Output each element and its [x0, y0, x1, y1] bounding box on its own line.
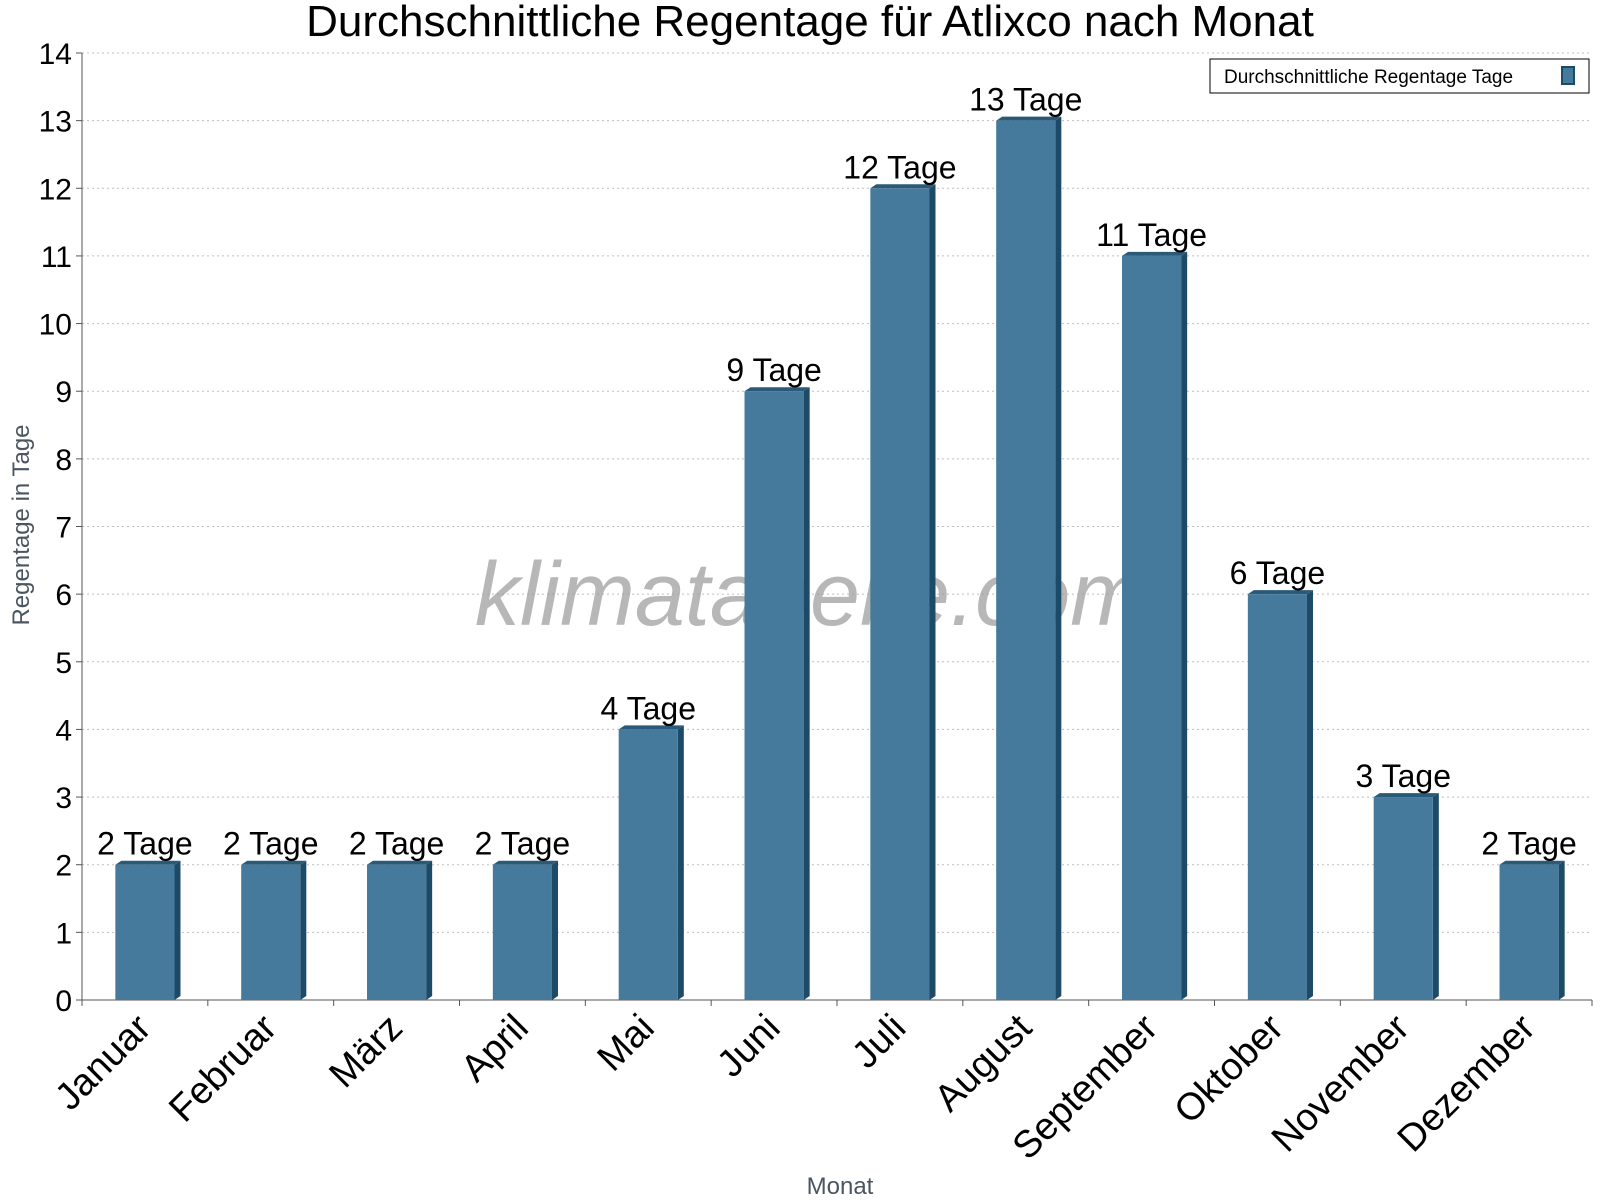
bar-top — [1247, 590, 1313, 595]
bar-side — [551, 860, 558, 1000]
y-tick-label: 11 — [41, 241, 72, 274]
bar-august — [996, 116, 1062, 1000]
bar-front — [115, 864, 175, 1000]
x-tick-label: Juni — [709, 1007, 788, 1086]
bar-juli — [870, 184, 936, 1001]
bar-front — [241, 864, 301, 1000]
y-tick-label: 9 — [55, 376, 72, 409]
bar-top — [241, 860, 307, 865]
data-label: 3 Tage — [1356, 758, 1452, 794]
data-label: 4 Tage — [601, 690, 697, 726]
bar-side — [426, 860, 433, 1000]
bar-top — [870, 184, 936, 189]
bar-top — [618, 725, 684, 730]
bar-märz — [367, 860, 433, 1000]
data-label: 6 Tage — [1230, 555, 1326, 591]
y-axis-title: Regentage in Tage — [8, 424, 35, 625]
bar-top — [115, 860, 181, 865]
y-tick-label: 2 — [55, 850, 72, 883]
x-tick-label: Mai — [590, 1007, 663, 1080]
data-label: 13 Tage — [969, 82, 1082, 118]
bar-front — [367, 864, 427, 1000]
bar-front — [1247, 594, 1307, 1000]
y-tick-label: 10 — [39, 309, 72, 342]
bar-front — [492, 864, 552, 1000]
y-tick-label: 6 — [55, 579, 72, 612]
x-tick-label: März — [322, 1007, 411, 1096]
data-label: 9 Tage — [726, 352, 822, 388]
bar-november — [1373, 793, 1439, 1000]
bar-side — [803, 387, 810, 1000]
data-label: 2 Tage — [223, 826, 319, 862]
bar-top — [367, 860, 433, 865]
bar-front — [1373, 797, 1433, 1000]
grid-lines — [82, 52, 1592, 933]
bar-mai — [618, 725, 684, 1000]
bar-front — [870, 188, 930, 1001]
bar-oktober — [1247, 590, 1313, 1000]
bars — [115, 116, 1565, 1001]
bar-april — [492, 860, 558, 1000]
x-tick-label: November — [1264, 1006, 1418, 1160]
y-tick-label: 5 — [55, 647, 72, 680]
bar-side — [929, 184, 936, 1001]
x-axis-title: Monat — [807, 1173, 874, 1200]
y-tick-label: 13 — [39, 106, 72, 139]
x-tick-label: April — [453, 1007, 536, 1090]
bar-top — [996, 116, 1062, 121]
bar-januar — [115, 860, 181, 1000]
bar-side — [1432, 793, 1439, 1000]
bar-side — [300, 860, 307, 1000]
bar-top — [1373, 793, 1439, 798]
legend: Durchschnittliche Regentage Tage — [1209, 58, 1590, 94]
bar-side — [1181, 251, 1188, 1000]
x-tick-label: Februar — [161, 1006, 285, 1130]
data-label: 12 Tage — [843, 149, 956, 185]
bar-top — [1122, 251, 1188, 256]
bar-top — [492, 860, 558, 865]
bar-side — [1558, 860, 1565, 1000]
y-tick-label: 14 — [39, 38, 72, 71]
y-tick-label: 7 — [55, 512, 72, 545]
data-labels: 2 Tage 2 Tage 2 Tage 2 Tage 4 Tage 9 Tage 12 T… — [97, 82, 1577, 862]
bar-top — [744, 387, 810, 392]
bar-front — [996, 120, 1056, 1000]
bar-side — [1055, 116, 1062, 1000]
legend-box — [1209, 58, 1590, 94]
bar-front — [1499, 864, 1559, 1000]
data-label: 11 Tage — [1096, 217, 1207, 253]
data-label: 2 Tage — [349, 826, 445, 862]
y-tick-label: 1 — [55, 917, 72, 950]
x-axis-ticks: Januar Februar März April Mai Juni Juli AugustS… — [47, 1000, 1593, 1168]
bar-front — [618, 729, 678, 1000]
y-tick-label: 8 — [55, 444, 72, 477]
bar-side — [677, 725, 684, 1000]
bar-september — [1122, 251, 1188, 1000]
data-label: 2 Tage — [1481, 826, 1577, 862]
bar-februar — [241, 860, 307, 1000]
y-tick-label: 4 — [55, 714, 72, 747]
bar-juni — [744, 387, 810, 1000]
y-tick-label: 3 — [55, 782, 72, 815]
data-label: 2 Tage — [97, 826, 193, 862]
y-tick-label: 12 — [39, 173, 72, 206]
x-tick-label: Oktober — [1167, 1006, 1293, 1132]
bar-side — [174, 860, 181, 1000]
x-tick-label: Juli — [844, 1007, 914, 1077]
x-tick-label: Dezember — [1390, 1006, 1544, 1160]
x-tick-label: August — [927, 1006, 1041, 1120]
y-tick-label: 0 — [55, 985, 72, 1018]
bar-front — [744, 391, 804, 1000]
bar-front — [1122, 255, 1182, 1000]
legend-swatch — [1561, 66, 1575, 85]
bar-side — [1306, 590, 1313, 1000]
bar-top — [1499, 860, 1565, 865]
legend-label: Durchschnittliche Regentage Tage — [1224, 67, 1513, 88]
data-label: 2 Tage — [475, 826, 571, 862]
chart-title: Durchschnittliche Regentage für Atlixco … — [306, 0, 1314, 46]
x-tick-label: Januar — [47, 1006, 159, 1118]
bar-dezember — [1499, 860, 1565, 1000]
